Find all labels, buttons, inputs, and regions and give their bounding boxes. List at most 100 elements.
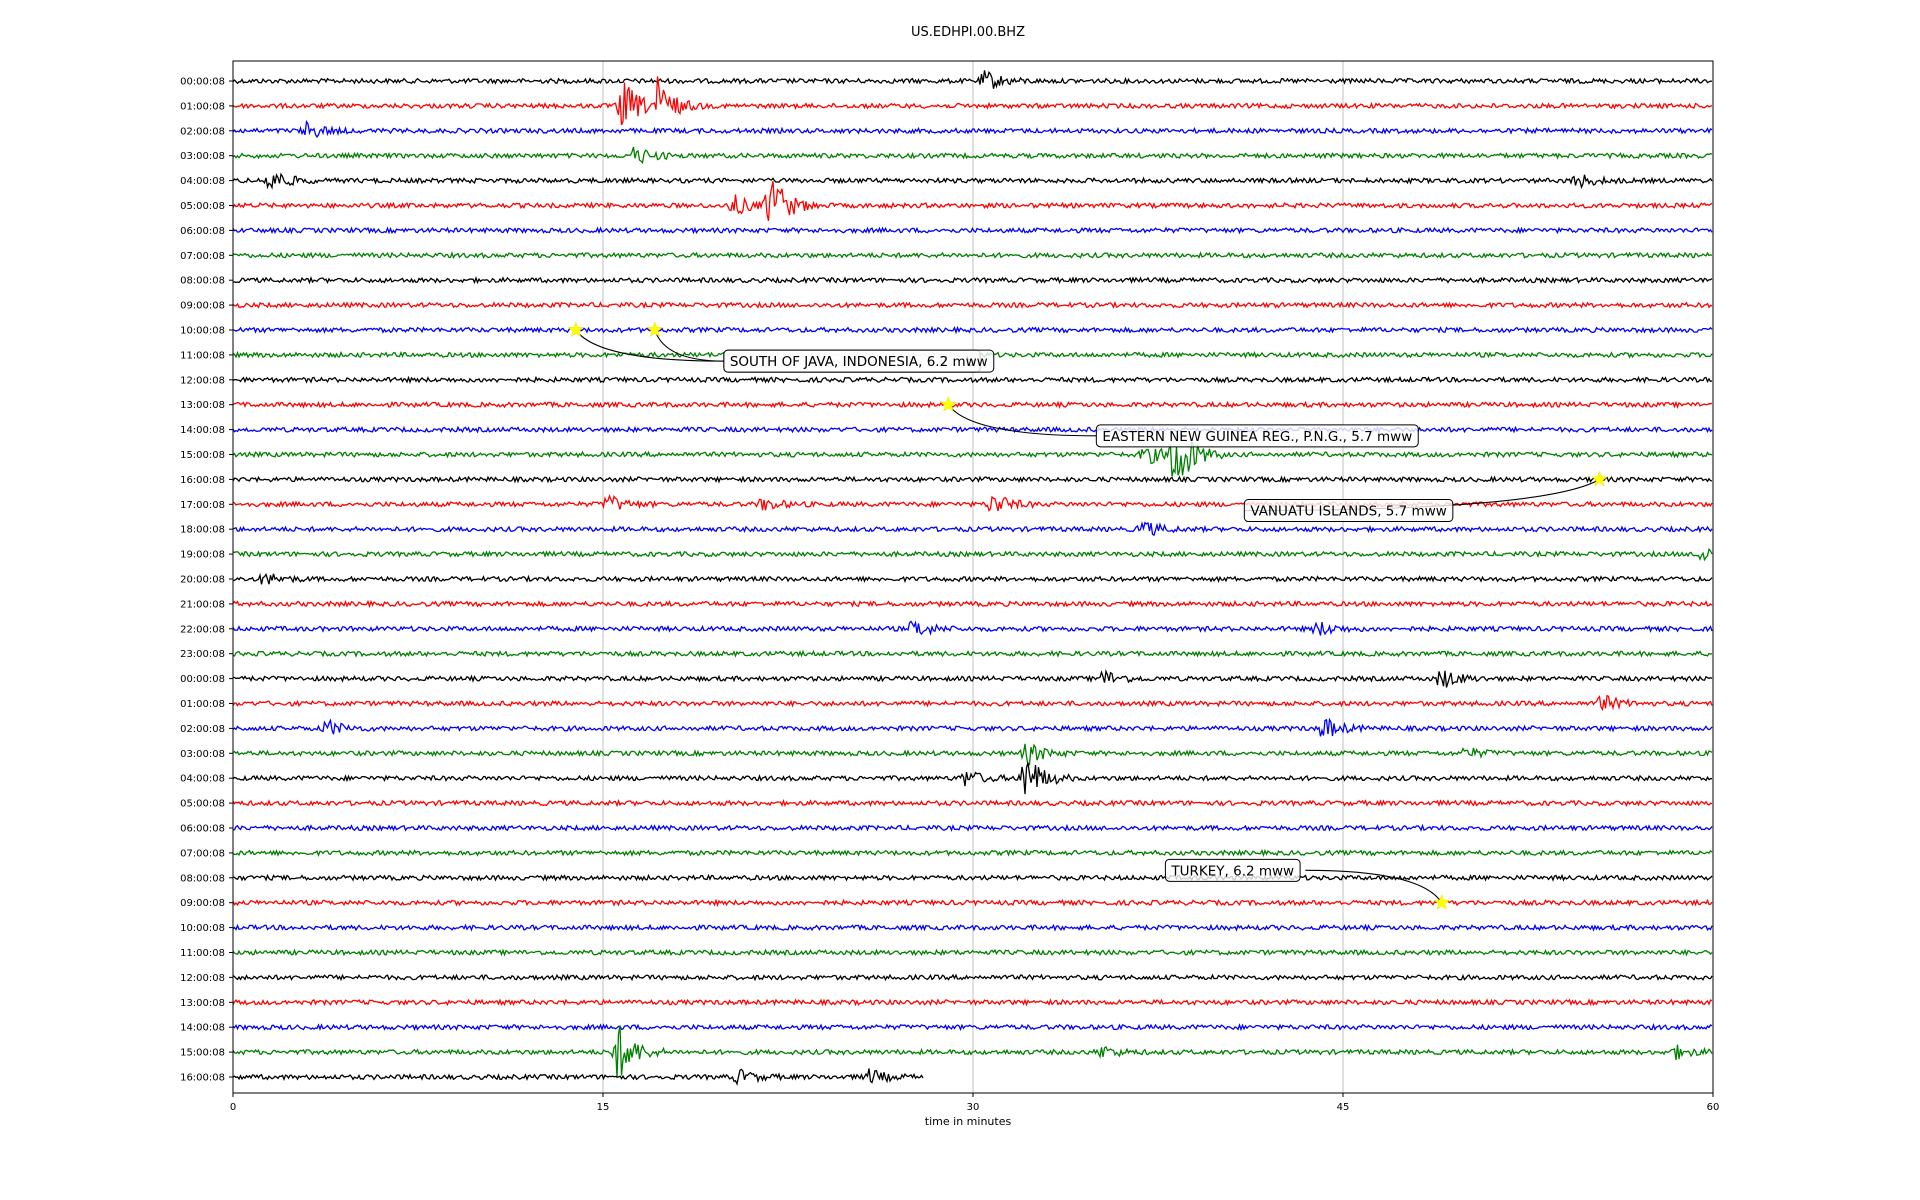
seismic-trace: [232, 119, 1713, 139]
event-star: [567, 321, 585, 338]
seismic-trace: [232, 599, 1713, 609]
event-label: VANUATU ISLANDS, 5.7 mww: [1250, 504, 1446, 520]
row-label: 00:00:08: [180, 674, 225, 685]
seismic-trace: [232, 325, 1713, 335]
row-label: 03:00:08: [180, 749, 225, 760]
event-label-box: [723, 349, 995, 373]
seismic-trace: [232, 425, 1713, 434]
seismic-trace: [232, 475, 1713, 484]
row-label: 01:00:08: [180, 101, 225, 112]
event-label-box: [1243, 499, 1454, 523]
row-label: 06:00:08: [180, 226, 225, 237]
event-connector: [1305, 869, 1443, 903]
x-axis-label: time in minutes: [925, 1115, 1012, 1128]
grid-lines: [602, 61, 1344, 1093]
row-label: 05:00:08: [180, 201, 225, 212]
seismic-trace: [232, 798, 1713, 808]
seismic-trace: [232, 521, 1713, 537]
seismic-trace: [232, 1025, 1713, 1078]
event-annotation: EASTERN NEW GUINEA REG., P.N.G., 5.7 mww: [1095, 424, 1419, 448]
seismic-trace: [232, 275, 1713, 285]
row-label: 13:00:08: [180, 400, 225, 411]
seismic-trace: [232, 620, 1713, 636]
row-label: 17:00:08: [180, 500, 225, 511]
event-label-box: [1095, 424, 1419, 448]
row-label: 02:00:08: [180, 126, 225, 137]
event-star: [646, 321, 664, 338]
row-label: 06:00:08: [180, 824, 225, 835]
row-label: 04:00:08: [180, 176, 225, 187]
x-tick-label: 15: [597, 1102, 610, 1113]
row-label: 13:00:08: [180, 998, 225, 1009]
row-label: 09:00:08: [180, 898, 225, 909]
seismic-trace: [232, 998, 1713, 1007]
row-label: 16:00:08: [180, 475, 225, 486]
seismic-trace: [233, 668, 1713, 688]
row-label: 07:00:08: [180, 848, 225, 859]
event-label: TURKEY, 6.2 mww: [1170, 863, 1294, 879]
seismic-trace: [232, 572, 1713, 585]
x-tick-label: 30: [967, 1102, 980, 1113]
event-star: [1591, 470, 1608, 487]
row-label: 03:00:08: [180, 151, 225, 162]
event-annotation: VANUATU ISLANDS, 5.7 mww: [1243, 499, 1454, 523]
row-label: 09:00:08: [180, 301, 225, 312]
seismic-trace: [232, 547, 1713, 562]
seismic-trace: [232, 717, 1713, 737]
seismic-trace: [232, 172, 1713, 190]
x-tick-group: 0 15 30 45 60: [230, 1093, 1720, 1113]
seismic-trace: [232, 649, 1713, 658]
seismic-trace: [232, 375, 1713, 385]
row-label: 10:00:08: [180, 326, 225, 337]
seismic-trace: [232, 743, 1713, 766]
seismic-trace: [232, 300, 1713, 310]
row-label: 05:00:08: [180, 799, 225, 810]
row-label: 08:00:08: [180, 276, 225, 287]
seismic-trace: [232, 694, 1713, 712]
row-label: 19:00:08: [180, 550, 225, 561]
row-label: 23:00:08: [180, 649, 225, 660]
row-label: 00:00:08: [180, 77, 225, 88]
row-label: 11:00:08: [180, 948, 225, 959]
row-label: 04:00:08: [180, 774, 225, 785]
seismic-trace: [232, 898, 1713, 907]
seismic-trace: [232, 1068, 924, 1086]
row-label: 14:00:08: [180, 1023, 225, 1034]
seismic-trace: [232, 180, 1713, 221]
seismic-trace: [232, 823, 1713, 832]
row-label: 07:00:08: [180, 251, 225, 262]
row-label: 15:00:08: [180, 1048, 225, 1059]
row-label: 22:00:08: [180, 624, 225, 635]
row-label: 08:00:08: [180, 873, 225, 884]
plot-frame: [232, 60, 1714, 1094]
seismic-trace: [232, 70, 1713, 89]
event-label-box: [1164, 858, 1301, 882]
row-label: 12:00:08: [180, 973, 225, 984]
seismic-trace: [232, 973, 1713, 982]
x-tick-label: 60: [1707, 1102, 1720, 1113]
row-label: 11:00:08: [180, 350, 225, 361]
row-label: 02:00:08: [180, 724, 225, 735]
row-label: 20:00:08: [180, 575, 225, 586]
event-label: SOUTH OF JAVA, INDONESIA, 6.2 mww: [730, 354, 988, 370]
trace-group: [232, 70, 1713, 1086]
event-annotation: SOUTH OF JAVA, INDONESIA, 6.2 mww: [723, 349, 995, 373]
seismic-trace: [232, 400, 1713, 410]
seismic-trace: [232, 848, 1713, 858]
row-label: 10:00:08: [180, 923, 225, 934]
seismic-trace: [232, 251, 1713, 260]
event-star: [1433, 893, 1450, 910]
seismic-trace: [232, 76, 1713, 126]
row-label: 12:00:08: [180, 375, 225, 386]
x-tick-label: 45: [1337, 1102, 1350, 1113]
seismic-trace: [232, 762, 1713, 795]
row-label-group: 00:00:08 01:00:08 02:00:08 03:00:08 04:00:08…: [180, 77, 233, 1084]
seismic-trace: [232, 146, 1713, 164]
event-annotation: TURKEY, 6.2 mww: [1164, 858, 1301, 882]
row-label: 21:00:08: [180, 599, 225, 610]
event-star: [940, 395, 957, 412]
row-label: 18:00:08: [180, 525, 225, 536]
seismic-trace: [232, 1023, 1713, 1032]
seismic-trace: [232, 441, 1713, 477]
